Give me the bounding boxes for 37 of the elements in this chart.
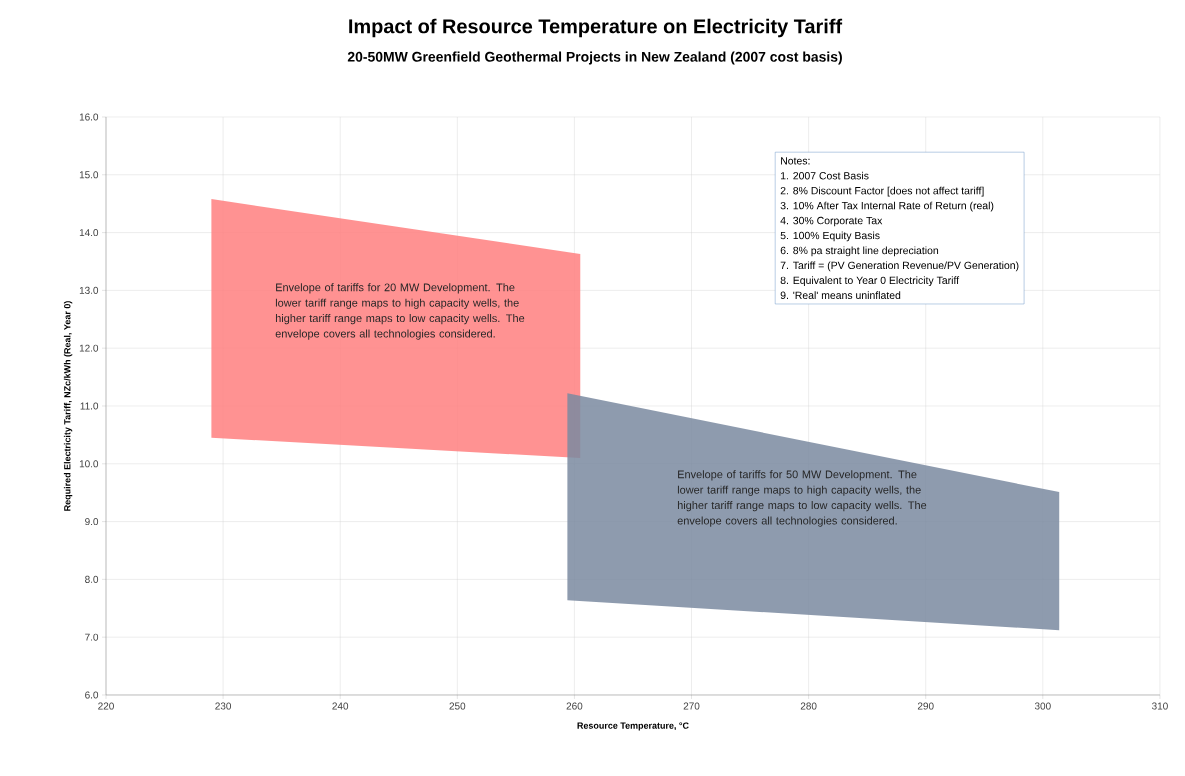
annotation: 1. 2007 Cost Basis [781, 171, 869, 180]
y-tick-label: 8.0 [85, 575, 99, 583]
annotation: 3. 10% After Tax Internal Rate of Return (real) [780, 201, 994, 212]
y-tick-label: 12.0 [79, 344, 99, 352]
annotation: 4. 30% Corporate Tax [780, 216, 883, 227]
x-tick-label: 300 [1034, 702, 1051, 710]
x-tick-label: 290 [917, 702, 934, 710]
x-tick-label: 260 [566, 702, 583, 710]
annotation: 6. 8% pa straight line depreciation [780, 246, 939, 257]
x-tick-label: 230 [215, 702, 232, 710]
y-tick-label: 7.0 [85, 633, 99, 641]
y-tick-label: 13.0 [79, 286, 99, 294]
y-tick-label: 16.0 [79, 113, 99, 121]
y-tick-label: 15.0 [79, 171, 99, 179]
y-tick-label: 10.0 [79, 460, 99, 468]
y-axis-title: Required Electricity Tariff, NZc/kWh (Real, Year 0) [63, 301, 73, 511]
x-tick-label: 280 [800, 702, 817, 710]
chart-title: Impact of Resource Temperature on Electricity Tariff [349, 18, 843, 38]
x-axis-title: Resource Temperature, °C [577, 722, 689, 731]
annotation: 7. Tariff = (PV Generation Revenue/PV Generation) [780, 261, 1019, 272]
y-tick-label: 6.0 [85, 691, 99, 699]
x-tick-label: 310 [1151, 702, 1168, 710]
x-tick-label: 240 [332, 702, 349, 710]
x-tick-label: 220 [98, 702, 114, 710]
annotation: 2. 8% Discount Factor [does not affect tariff] [780, 186, 984, 197]
annotation: Notes: [781, 157, 810, 165]
chart-subtitle: 20-50MW Greenfield Geothermal Projects in New Zealand (2007 cost basis) [347, 51, 842, 65]
y-tick-label: 9.0 [85, 518, 99, 526]
annotation: 5. 100% Equity Basis [780, 231, 880, 242]
annotation: Envelope of tariffs for 50 MW Development. The lower tariff range maps to high capacity wells, the higher tariff range maps to low capacity wells. The envelope covers all technologies considered. [677, 470, 927, 527]
x-tick-label: 270 [683, 702, 700, 710]
y-tick-label: 14.0 [79, 229, 99, 237]
annotation: Envelope of tariffs for 20 MW Development. The lower tariff range maps to high capacity wells, the higher tariff range maps to low capacity wells. The envelope covers all technologies considered. [275, 283, 525, 340]
x-tick-label: 250 [449, 702, 466, 710]
annotation: 9. 'Real' means uninflated [780, 291, 901, 299]
y-tick-label: 11.0 [80, 402, 99, 410]
annotation: 8. Equivalent to Year 0 Electricity Tariff [780, 276, 960, 287]
